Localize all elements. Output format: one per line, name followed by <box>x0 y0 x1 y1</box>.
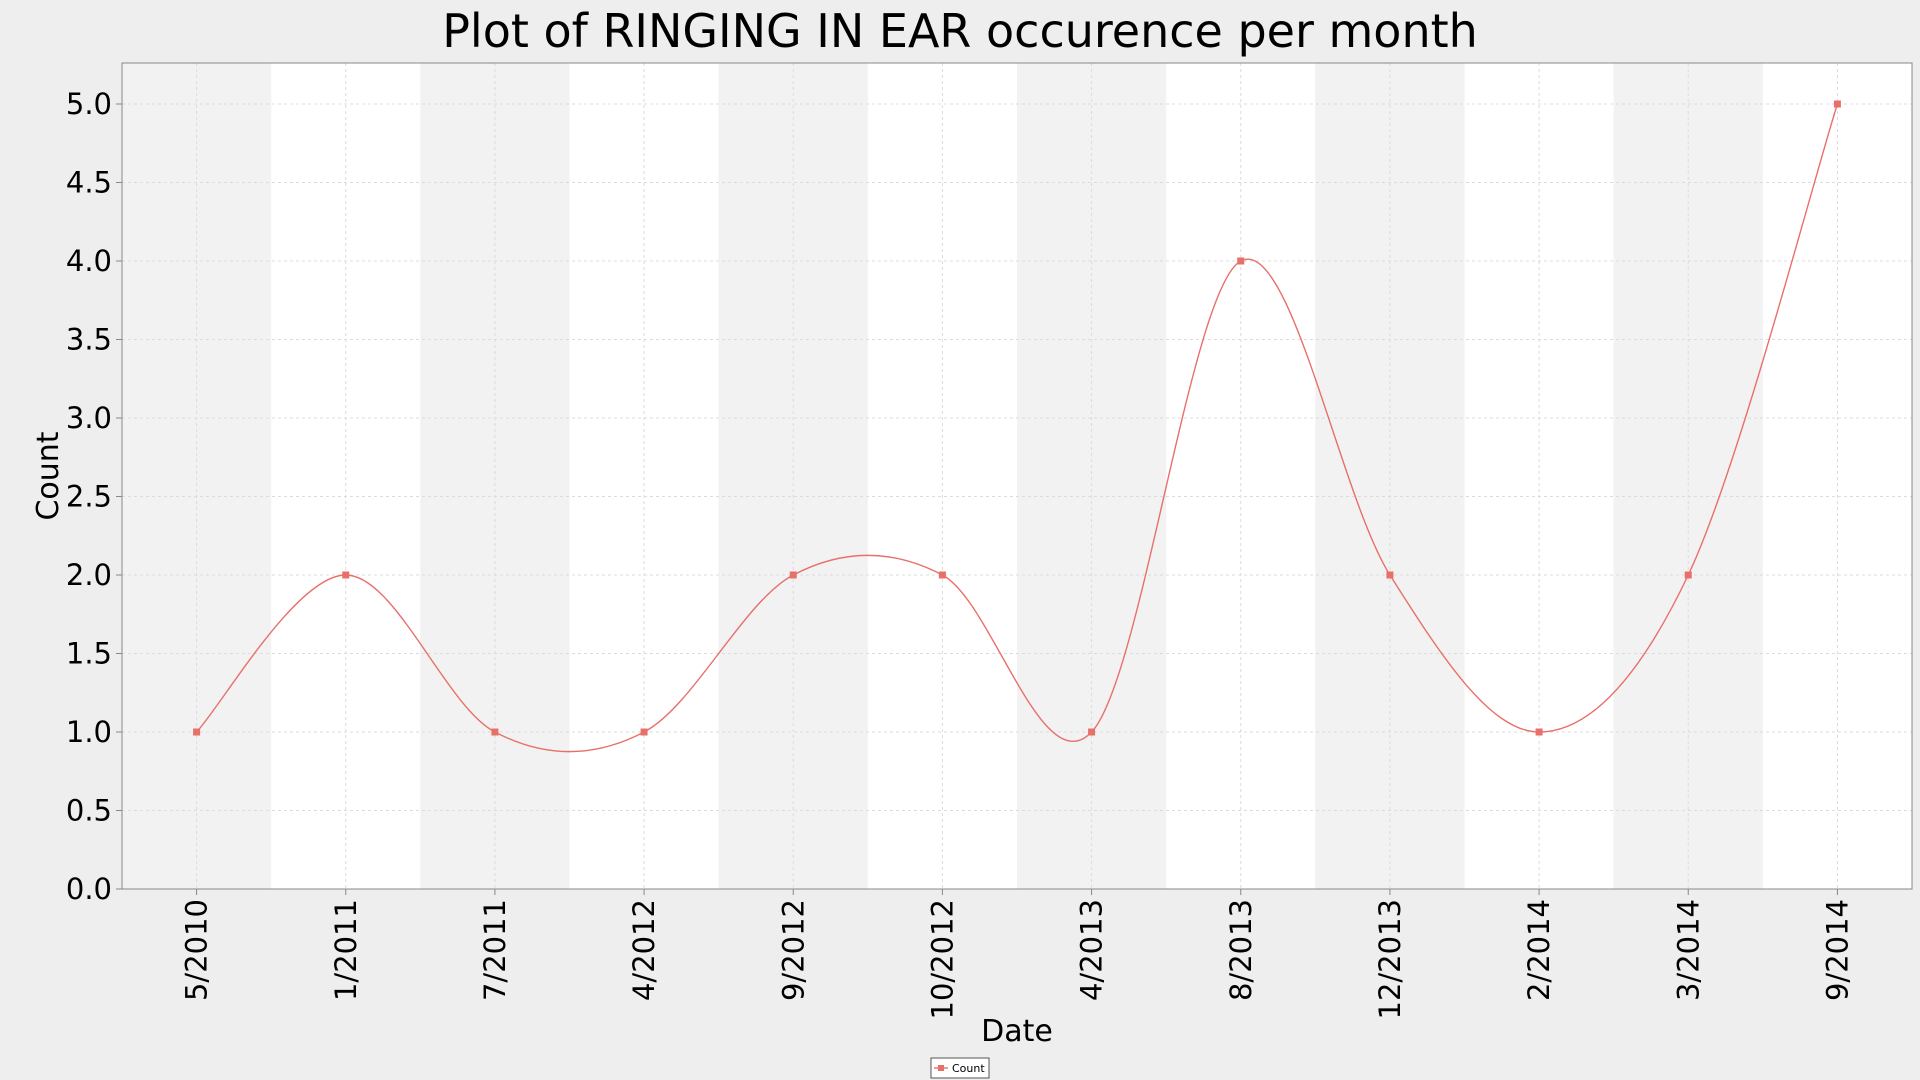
legend-label-count: Count <box>952 1062 985 1075</box>
plot-band <box>1613 63 1763 889</box>
y-tick-label: 1.5 <box>66 637 112 671</box>
data-point <box>342 571 350 579</box>
x-tick-label: 10/2012 <box>925 899 959 1019</box>
data-point <box>1535 728 1543 736</box>
y-tick-label: 3.5 <box>66 323 112 357</box>
plot-band <box>718 63 868 889</box>
y-tick-label: 0.0 <box>66 872 112 906</box>
y-axis: 0.0 0.5 1.0 1.5 2.0 2.5 3.0 3.5 4.0 4.5 5.0 <box>66 87 122 906</box>
plot-background-bands <box>122 63 1912 889</box>
x-axis-title: Date <box>981 1014 1053 1049</box>
x-tick-label: 9/2014 <box>1820 899 1854 1001</box>
plot-frame <box>121 62 1913 890</box>
series-points-count <box>193 100 1841 736</box>
plot-band <box>1166 63 1316 889</box>
x-tick-label: 1/2011 <box>329 899 363 1001</box>
data-point <box>640 728 648 736</box>
y-tick-label: 3.0 <box>66 401 112 435</box>
plot-band <box>420 63 570 889</box>
x-tick-label: 12/2013 <box>1373 899 1407 1019</box>
plot-band <box>867 63 1017 889</box>
data-point <box>789 571 797 579</box>
y-tick-label: 4.0 <box>66 244 112 278</box>
data-point <box>938 571 946 579</box>
plot-band <box>1762 63 1912 889</box>
data-point <box>193 728 201 736</box>
legend-box <box>930 1057 990 1079</box>
data-point <box>1684 571 1692 579</box>
x-axis: 5/2010 1/2011 7/2011 4/2012 9/2012 10/2012 4/2… <box>180 889 1854 1019</box>
y-axis-title: Count <box>31 431 66 520</box>
x-tick-label: 3/2014 <box>1671 899 1705 1001</box>
y-tick-label: 5.0 <box>66 87 112 121</box>
x-tick-label: 9/2012 <box>776 899 810 1001</box>
data-point <box>1237 257 1245 265</box>
y-tick-label: 4.5 <box>66 166 112 200</box>
chart-title: Plot of RINGING IN EAR occurence per mon… <box>442 4 1478 58</box>
data-point <box>491 728 499 736</box>
x-tick-label: 5/2010 <box>180 899 214 1001</box>
plot-band <box>1464 63 1614 889</box>
plot-band <box>122 63 272 889</box>
legend: Count <box>930 1057 990 1079</box>
plot-band <box>271 63 421 889</box>
x-tick-label: 4/2012 <box>627 899 661 1001</box>
plot-band <box>1315 63 1465 889</box>
y-tick-label: 2.0 <box>66 558 112 592</box>
plot-band <box>569 63 719 889</box>
x-tick-label: 7/2011 <box>478 899 512 1001</box>
plot-band <box>1017 63 1167 889</box>
x-tick-label: 4/2013 <box>1075 899 1109 1001</box>
x-tick-label: 2/2014 <box>1522 899 1556 1001</box>
y-tick-label: 1.0 <box>66 715 112 749</box>
legend-marker-icon <box>938 1065 944 1071</box>
data-point <box>1833 100 1841 108</box>
x-tick-label: 8/2013 <box>1224 899 1258 1001</box>
data-point <box>1386 571 1394 579</box>
y-tick-label: 0.5 <box>66 794 112 828</box>
y-tick-label: 2.5 <box>66 480 112 514</box>
data-point <box>1088 728 1096 736</box>
gridlines <box>122 63 1912 890</box>
